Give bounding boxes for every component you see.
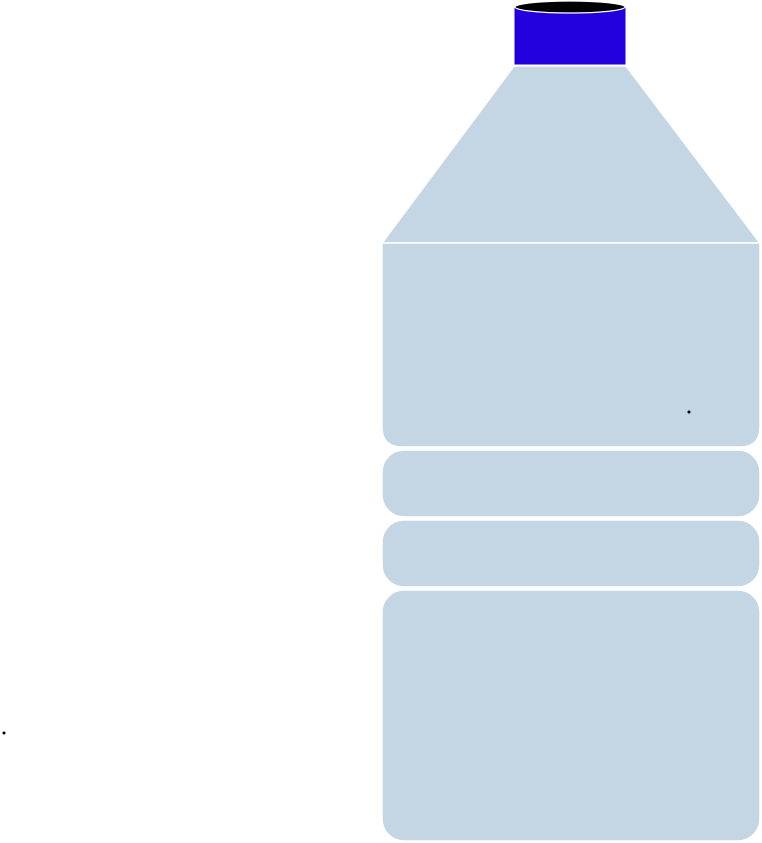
- cap-body: [513, 6, 627, 66]
- bottle-shoulder: [380, 65, 762, 244]
- bottle-rib-1: [381, 449, 761, 518]
- dot-mark-right: [687, 410, 691, 414]
- bottle-rib-2: [381, 519, 761, 588]
- bottle-cap-icon: [513, 0, 627, 66]
- cap-top: [514, 0, 626, 14]
- bottle-panel-lower: [381, 589, 761, 842]
- dot-mark-left: [2, 731, 6, 735]
- bottle-panel-upper: [381, 242, 761, 448]
